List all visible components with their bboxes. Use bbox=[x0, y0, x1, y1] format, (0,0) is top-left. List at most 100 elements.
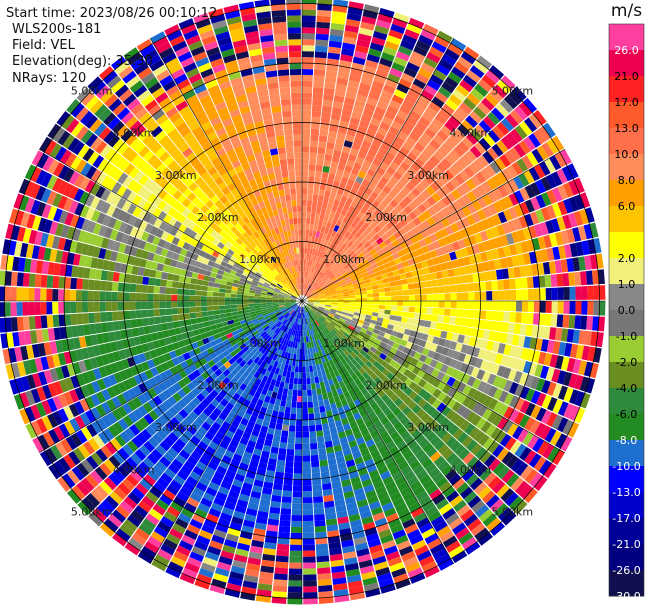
gate-4456 bbox=[254, 301, 261, 304]
gate-2674 bbox=[348, 439, 358, 448]
gate-300 bbox=[303, 289, 307, 296]
gate-1303 bbox=[325, 294, 332, 298]
gate-3020 bbox=[295, 425, 302, 432]
gate-2946 bbox=[317, 579, 332, 587]
gate-1446 bbox=[580, 271, 588, 286]
gate-1795 bbox=[562, 371, 573, 387]
gate-3593 bbox=[145, 513, 160, 526]
gate-3270 bbox=[262, 419, 270, 428]
gate-3946 bbox=[63, 454, 76, 469]
gate-1721 bbox=[428, 328, 436, 336]
gate-2828 bbox=[329, 469, 340, 478]
gate-1285 bbox=[508, 244, 518, 256]
gate-2903 bbox=[303, 324, 306, 331]
gate-1350 bbox=[307, 299, 314, 301]
gate-849 bbox=[523, 97, 538, 113]
gate-2984 bbox=[302, 508, 314, 516]
gate-2053 bbox=[321, 313, 327, 319]
gate-3167 bbox=[278, 405, 286, 413]
gate-4411 bbox=[224, 305, 231, 310]
gate-2445 bbox=[452, 522, 467, 535]
gate-3152 bbox=[297, 318, 300, 325]
gate-3356 bbox=[282, 339, 288, 346]
gate-2254 bbox=[321, 322, 328, 328]
gate-3286 bbox=[233, 510, 246, 520]
gate-4114 bbox=[213, 333, 221, 340]
gate-2774 bbox=[333, 444, 343, 453]
gate-4246 bbox=[26, 374, 37, 390]
gate-310 bbox=[322, 233, 328, 240]
gate-3856 bbox=[263, 325, 270, 331]
gate-706 bbox=[329, 265, 336, 272]
gate-4656 bbox=[254, 291, 262, 295]
gate-3134 bbox=[269, 506, 281, 515]
gate-3610 bbox=[257, 352, 264, 359]
gate-3664 bbox=[238, 367, 246, 375]
gate-2740 bbox=[366, 533, 380, 543]
gate-4408 bbox=[242, 304, 249, 308]
gate-941 bbox=[504, 150, 516, 165]
gate-3877 bbox=[162, 399, 173, 410]
gate-78 bbox=[311, 122, 320, 130]
gate-2411 bbox=[341, 358, 348, 366]
gate-4836 bbox=[86, 220, 97, 233]
gate-1445 bbox=[574, 271, 582, 286]
gate-3360 bbox=[273, 360, 279, 368]
gate-4592 bbox=[40, 274, 48, 288]
gate-3162 bbox=[285, 376, 290, 384]
gate-1755 bbox=[335, 310, 343, 314]
gate-3380 bbox=[225, 469, 236, 479]
gate-1799 bbox=[585, 377, 596, 394]
gate-1504 bbox=[331, 301, 338, 303]
gate-1483 bbox=[504, 290, 511, 301]
gate-4913 bbox=[220, 260, 228, 268]
gate-2448 bbox=[461, 536, 477, 550]
gate-3826 bbox=[172, 402, 183, 413]
gate-4811 bbox=[228, 273, 236, 279]
gate-3509 bbox=[266, 351, 273, 358]
gate-411 bbox=[331, 230, 337, 238]
gate-1775 bbox=[449, 341, 458, 351]
gate-3828 bbox=[163, 410, 174, 421]
gate-516 bbox=[352, 208, 360, 216]
gate-2629 bbox=[366, 464, 378, 473]
gate-1813 bbox=[379, 326, 387, 333]
gate-1074 bbox=[434, 230, 444, 240]
gate-4368 bbox=[183, 313, 191, 320]
gate-4833 bbox=[103, 227, 113, 239]
gate-2545 bbox=[427, 538, 442, 550]
gate-1735 bbox=[509, 345, 518, 358]
gate-2521 bbox=[361, 414, 371, 423]
gate-1230 bbox=[477, 242, 486, 253]
gate-4601 bbox=[284, 298, 291, 300]
gate-4487 bbox=[69, 301, 77, 314]
gate-601 bbox=[308, 286, 314, 292]
gate-2386 bbox=[432, 472, 445, 484]
gate-243 bbox=[356, 39, 371, 48]
gate-4285 bbox=[86, 346, 96, 358]
gate-282 bbox=[352, 105, 364, 115]
gate-3017 bbox=[296, 407, 302, 415]
gate-467 bbox=[350, 200, 359, 209]
gate-1042 bbox=[523, 170, 535, 184]
gate-2999 bbox=[303, 598, 318, 605]
gate-4731 bbox=[109, 250, 118, 262]
gate-3272 bbox=[258, 431, 267, 439]
gate-3133 bbox=[270, 500, 281, 509]
gate-4844 bbox=[41, 203, 52, 219]
gate-1398 bbox=[589, 254, 598, 270]
gate-3878 bbox=[158, 403, 168, 414]
gate-22 bbox=[302, 158, 309, 165]
gate-4598 bbox=[4, 271, 12, 286]
gate-3758 bbox=[257, 336, 265, 344]
gate-3846 bbox=[80, 477, 95, 493]
gate-3855 bbox=[268, 322, 275, 328]
gate-2634 bbox=[377, 491, 390, 501]
gate-1873 bbox=[432, 352, 441, 361]
gate-2937 bbox=[314, 525, 327, 533]
gate-3691 bbox=[131, 487, 145, 500]
gate-1256 bbox=[342, 288, 349, 293]
gate-2941 bbox=[316, 549, 329, 557]
gate-833 bbox=[452, 161, 464, 174]
gate-4291 bbox=[51, 353, 61, 368]
